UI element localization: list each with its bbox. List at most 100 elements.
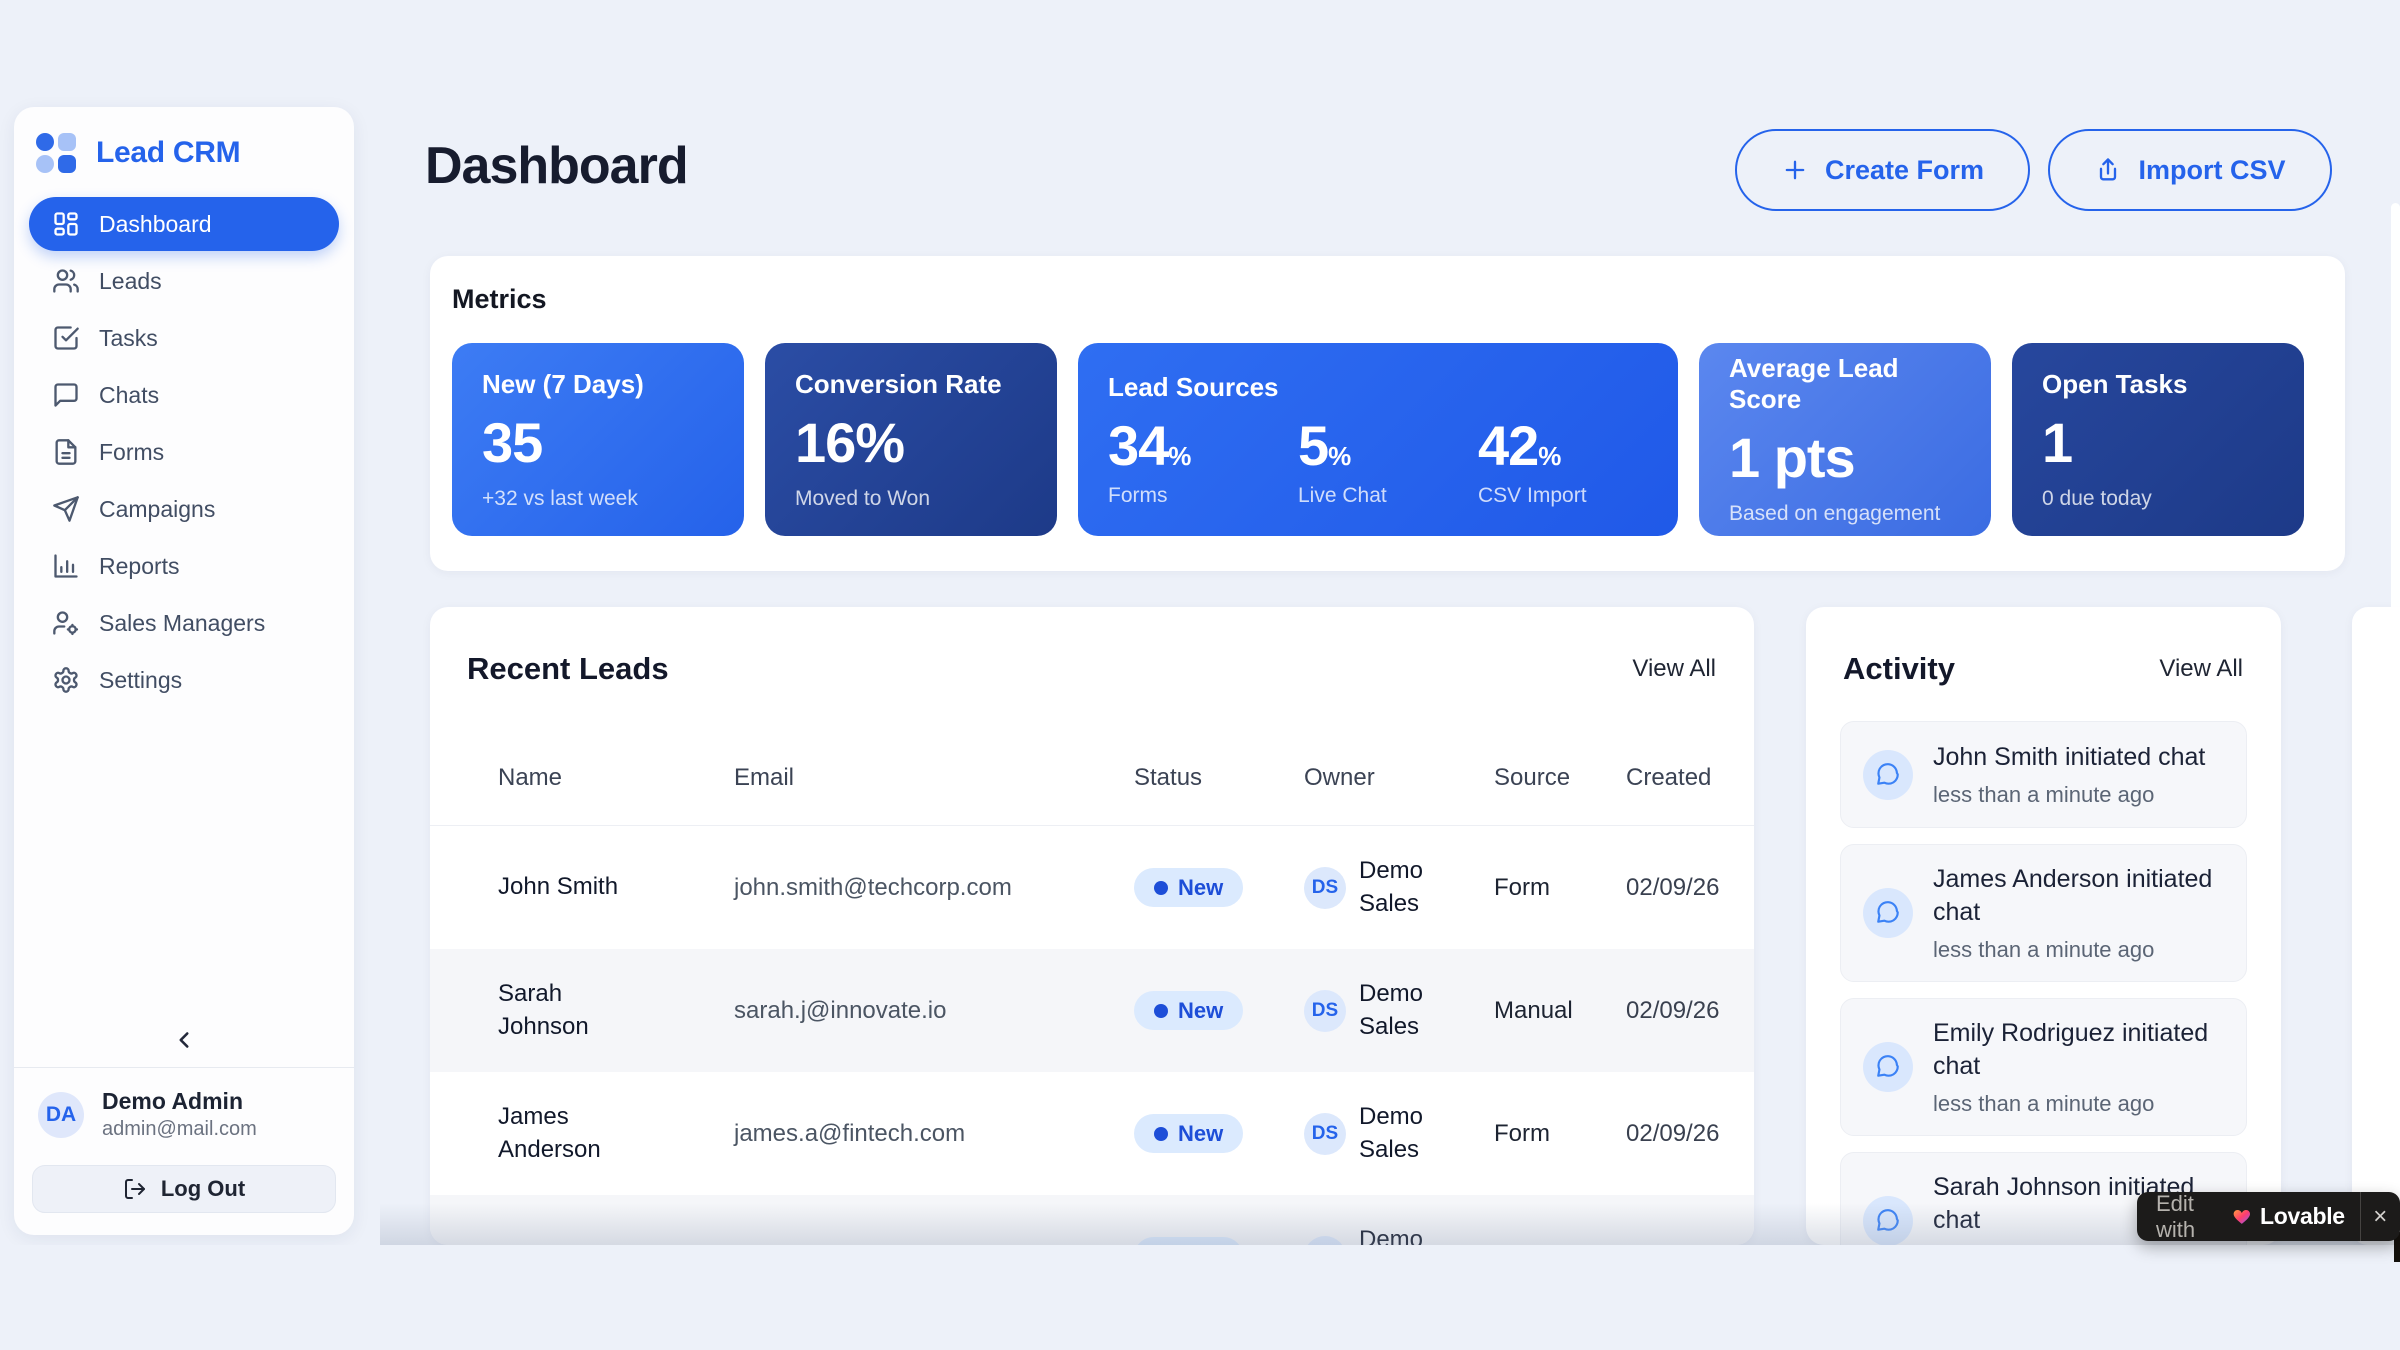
metric-label: New (7 Days) <box>482 368 644 399</box>
owner-avatar: DS <box>1304 1235 1346 1245</box>
send-icon <box>53 496 79 522</box>
metric-label: Conversion Rate <box>795 368 1002 399</box>
activity-text: John Smith initiated chat <box>1933 742 2206 771</box>
lead-email: james.a@fintech.com <box>734 1119 966 1147</box>
logout-button[interactable]: Log Out <box>32 1165 336 1213</box>
brand-logo-icon <box>36 133 76 173</box>
activity-time: less than a minute ago <box>1933 937 2155 962</box>
sidebar-item-settings[interactable]: Settings <box>29 653 339 707</box>
recent-leads-panel: Recent Leads View All Name Email Status … <box>430 607 1754 1245</box>
create-form-button[interactable]: Create Form <box>1735 129 2030 211</box>
lead-name: Sarah Johnson <box>498 980 589 1040</box>
status-badge: New <box>1134 991 1244 1030</box>
owner-avatar: DS <box>1304 1112 1346 1155</box>
status-badge: New <box>1134 868 1244 907</box>
activity-title: Activity <box>1843 651 1955 686</box>
metric-value: 1 <box>2042 410 2073 474</box>
metric-card-lead-sources: Lead Sources 34% Forms 5% Live Chat 42% … <box>1078 343 1678 536</box>
scrollbar-thumb[interactable] <box>2391 203 2400 703</box>
metric-value: 16% <box>795 410 905 474</box>
brand: Lead CRM <box>14 107 354 197</box>
import-csv-button[interactable]: Import CSV <box>2048 129 2332 211</box>
stat-sub: CSV Import <box>1478 483 1587 507</box>
lead-source: Form <box>1494 873 1550 901</box>
metric-card-conversion-rate: Conversion Rate 16% Moved to Won <box>765 343 1057 536</box>
divider <box>2359 1192 2361 1241</box>
activity-panel: Activity View All John Smith initiated c… <box>1806 607 2281 1245</box>
list-item[interactable]: John Smith initiated chat less than a min… <box>1840 721 2247 828</box>
metric-value: 1 pts <box>1729 426 1856 489</box>
metric-card-new-7-days: New (7 Days) 35 +32 vs last week <box>452 343 744 536</box>
recent-leads-view-all-button[interactable]: View All <box>1632 655 1716 682</box>
table-row[interactable]: Alexandra New DS Demo Sales <box>430 1195 1754 1245</box>
lead-sources-stats: 34% Forms 5% Live Chat 42% CSV Import <box>1108 409 1648 508</box>
list-item[interactable]: James Anderson initiated chat less than a… <box>1840 844 2247 982</box>
lead-created: 02/09/26 <box>1626 996 1720 1024</box>
lovable-prefix: Edit with <box>2156 1190 2196 1242</box>
status-dot-icon <box>1154 1126 1168 1141</box>
message-square-icon <box>54 383 78 407</box>
stat-number: 34 <box>1108 413 1169 477</box>
sidebar-item-dashboard[interactable]: Dashboard <box>29 197 339 251</box>
column-header-source: Source <box>1494 764 1571 791</box>
chat-bubble-icon <box>1863 749 1913 800</box>
import-csv-label: Import CSV <box>2138 154 2286 185</box>
table-row[interactable]: John Smith john.smith@techcorp.com New D… <box>430 826 1754 949</box>
bar-chart-icon <box>54 554 78 578</box>
file-text-icon <box>55 439 77 465</box>
stat-number: 42 <box>1478 413 1539 477</box>
sidebar-item-chats[interactable]: Chats <box>29 368 339 422</box>
metric-label: Average Lead Score <box>1729 353 1899 414</box>
lead-owner: DS Demo Sales <box>1304 1224 1494 1245</box>
table-row[interactable]: James Anderson james.a@fintech.com New D… <box>430 1072 1754 1195</box>
table-row[interactable]: Sarah Johnson sarah.j@innovate.io New DS… <box>430 949 1754 1072</box>
lead-email: sarah.j@innovate.io <box>734 996 947 1024</box>
sidebar-item-forms[interactable]: Forms <box>29 425 339 479</box>
user-email: admin@mail.com <box>102 1118 257 1140</box>
stat-unit: % <box>1328 440 1351 471</box>
stat-sub: Live Chat <box>1298 483 1387 507</box>
clipped-side-card <box>2352 607 2400 1245</box>
column-header-email: Email <box>734 764 795 791</box>
column-header-owner: Owner <box>1304 764 1375 791</box>
metric-card-open-tasks: Open Tasks 1 0 due today <box>2012 343 2304 536</box>
sidebar-item-label: Settings <box>99 666 183 693</box>
owner-avatar: DS <box>1304 866 1346 909</box>
stat-number: 5 <box>1298 413 1329 477</box>
stat-unit: % <box>1538 440 1561 471</box>
sidebar-item-label: Reports <box>99 552 180 579</box>
users-icon <box>53 269 79 293</box>
lead-owner: DS Demo Sales <box>1304 1101 1494 1166</box>
user-profile[interactable]: DA Demo Admin admin@mail.com <box>14 1068 354 1151</box>
sidebar: Lead CRM Dashboard Leads Tasks Chats <box>14 107 354 1235</box>
list-item[interactable]: Emily Rodriguez initiated chat less than … <box>1840 998 2247 1136</box>
sidebar-footer: DA Demo Admin admin@mail.com Log Out <box>14 1015 354 1235</box>
status-label: New <box>1178 1120 1224 1146</box>
sidebar-item-reports[interactable]: Reports <box>29 539 339 593</box>
stat-unit: % <box>1168 440 1191 471</box>
status-dot-icon <box>1154 1003 1168 1018</box>
owner-avatar: DS <box>1304 989 1346 1032</box>
metric-label: Lead Sources <box>1108 371 1279 402</box>
sidebar-item-label: Sales Managers <box>99 609 266 636</box>
app-viewport: Lead CRM Dashboard Leads Tasks Chats <box>14 107 2400 1245</box>
sidebar-item-label: Dashboard <box>99 210 212 237</box>
sidebar-collapse-button[interactable] <box>14 1015 354 1067</box>
status-label: New <box>1178 1244 1223 1246</box>
lead-source-csv-import: 42% CSV Import <box>1478 409 1648 508</box>
close-icon[interactable]: × <box>2373 1202 2388 1230</box>
sidebar-item-label: Forms <box>99 438 165 465</box>
sidebar-item-sales-managers[interactable]: Sales Managers <box>29 596 339 650</box>
lead-source-forms: 34% Forms <box>1108 409 1298 508</box>
sidebar-item-label: Tasks <box>99 324 158 351</box>
edit-with-lovable-badge[interactable]: Edit with Lovable × <box>2137 1190 2400 1242</box>
edge-artifact <box>2394 1232 2400 1262</box>
sidebar-item-tasks[interactable]: Tasks <box>29 311 339 365</box>
activity-view-all-button[interactable]: View All <box>2159 655 2243 682</box>
check-square-icon <box>54 326 79 350</box>
activity-text: James Anderson initiated chat <box>1933 865 2213 926</box>
logout-label: Log Out <box>160 1176 246 1201</box>
create-form-label: Create Form <box>1824 154 1985 185</box>
sidebar-item-campaigns[interactable]: Campaigns <box>29 482 339 536</box>
sidebar-item-leads[interactable]: Leads <box>29 254 339 308</box>
